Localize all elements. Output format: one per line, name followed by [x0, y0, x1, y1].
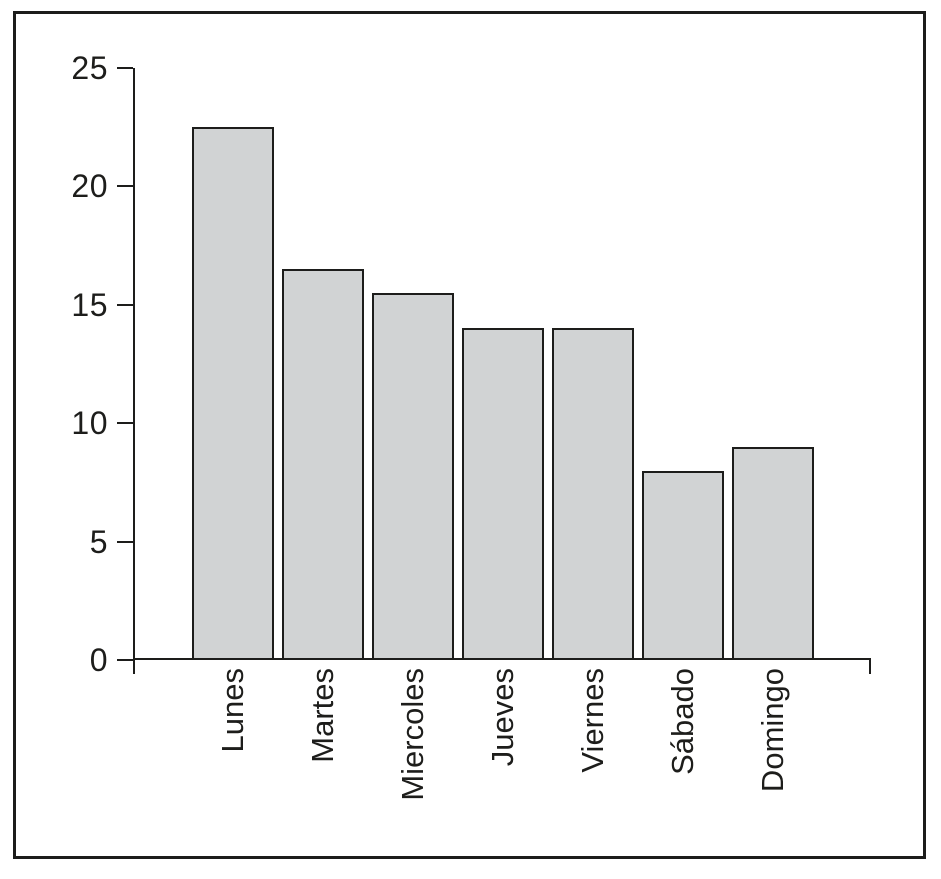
y-axis-tick-label: 25 [71, 50, 108, 86]
x-axis-label: Lunes [215, 668, 250, 753]
x-axis-end-tick [869, 658, 871, 674]
y-axis-tick [117, 185, 133, 187]
bar-viernes [552, 328, 634, 660]
y-axis-tick-label: 0 [89, 642, 108, 678]
bar-lunes [192, 127, 274, 660]
y-axis-line [133, 68, 135, 674]
bar-miercoles [372, 293, 454, 660]
y-axis-tick-label: 10 [71, 405, 108, 441]
bar-jueves [462, 328, 544, 660]
bar-sabado [642, 471, 724, 660]
y-axis-tick [117, 422, 133, 424]
y-axis-tick-label: 5 [89, 524, 108, 560]
x-axis-label: Viernes [575, 668, 610, 773]
x-axis-label: Martes [305, 668, 340, 763]
bar-martes [282, 269, 364, 660]
y-axis-tick-label: 15 [71, 287, 108, 323]
x-axis-label: Sábado [665, 668, 700, 775]
y-axis-tick [117, 304, 133, 306]
bar-domingo [732, 447, 814, 660]
x-axis-label: Jueves [485, 668, 520, 767]
y-axis-tick [117, 67, 133, 69]
x-axis-label: Domingo [755, 668, 790, 793]
x-axis-label: Miercoles [395, 668, 430, 801]
y-axis-tick [117, 541, 133, 543]
y-axis-tick [117, 659, 133, 661]
y-axis-tick-label: 20 [71, 168, 108, 204]
